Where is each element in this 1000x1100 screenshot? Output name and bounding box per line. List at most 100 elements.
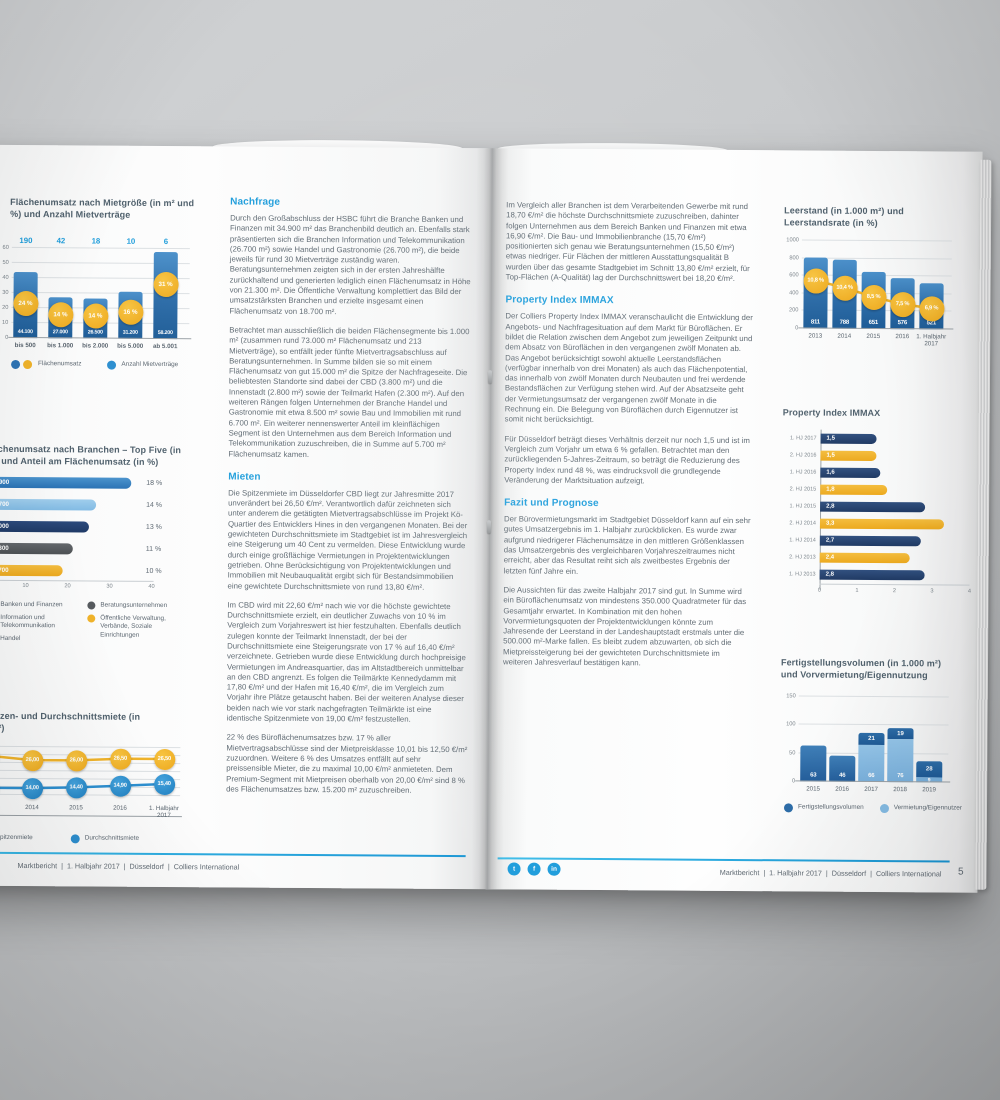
chart-legend: Fertigstellungsvolumen Vermietung/Eigenn… bbox=[783, 803, 965, 814]
y-tick: 50 bbox=[789, 750, 796, 757]
paragraph: Der Bürovermietungsmarkt im Stadtgebiet … bbox=[503, 514, 751, 576]
legend-dot bbox=[87, 614, 96, 623]
paragraph: Die Aussichten für das zweite Halbjahr 2… bbox=[502, 585, 747, 668]
staple bbox=[486, 520, 491, 534]
bar-value: 1,5 bbox=[826, 435, 835, 442]
legend-label: Durchschnittsmiete bbox=[84, 834, 140, 843]
row-label: 2. HJ 2015 bbox=[789, 485, 817, 493]
bar-segment-light: 76 bbox=[887, 739, 914, 783]
bar-value: 3,3 bbox=[825, 520, 835, 527]
y-tick: 800 bbox=[789, 254, 799, 262]
contract-count: 6 bbox=[163, 236, 169, 247]
paragraph: Im Vergleich aller Branchen ist dem Vera… bbox=[505, 200, 750, 284]
data-marker: 14,40 bbox=[65, 776, 87, 798]
bar-segment-dark: 28 bbox=[916, 761, 943, 778]
chart-plot: 27,50 26,00 26,00 26,50 26,50 14,00 14,0… bbox=[0, 744, 182, 819]
footer-text: Marktbericht | 1. Halbjahr 2017 | Düssel… bbox=[17, 860, 240, 872]
bar-value: 26.500 bbox=[87, 329, 103, 336]
x-category: 2014 bbox=[25, 804, 39, 812]
row-label: 2. HJ 2016 bbox=[789, 451, 817, 459]
y-tick: 1000 bbox=[786, 237, 799, 244]
bar: 3,3 bbox=[819, 518, 945, 530]
chart-title: Property Index IMMAX bbox=[782, 407, 881, 419]
legend-label: Anzahl Mietverträge bbox=[121, 360, 179, 369]
y-tick: 40 bbox=[2, 274, 9, 281]
legend-dot-yellow bbox=[23, 360, 33, 370]
x-tick: 2 bbox=[892, 587, 897, 594]
chart-title: Spitzen- und Durchschnittsmiete (in €/m²… bbox=[0, 710, 141, 733]
bar: 21.300 bbox=[0, 542, 73, 555]
section-heading: Property Index IMMAX bbox=[505, 294, 614, 307]
bar-value: 2,8 bbox=[825, 571, 834, 578]
paragraph: 22 % des Büroflächenumsatzes bzw. 17 % a… bbox=[226, 732, 468, 795]
share-badge: 14 % bbox=[82, 303, 108, 329]
x-category: 1. Halbjahr 2017 bbox=[148, 804, 179, 820]
share-label: 13 % bbox=[145, 523, 162, 531]
data-marker: 14,00 bbox=[21, 777, 43, 799]
x-category: 2015 bbox=[69, 804, 83, 812]
share-badge: 16 % bbox=[117, 299, 144, 325]
row-label: 1. HJ 2016 bbox=[789, 468, 817, 476]
bar: 2,4 bbox=[819, 552, 910, 564]
x-tick: 1 bbox=[855, 587, 859, 594]
y-tick: 0 bbox=[791, 778, 796, 785]
x-category: bis 500 bbox=[14, 341, 36, 350]
bar-value: 63 bbox=[810, 772, 817, 779]
contract-count: 42 bbox=[56, 236, 66, 246]
legend-label: Flächenumsatz bbox=[38, 360, 82, 368]
rate-badge: 8,5 % bbox=[860, 284, 887, 310]
bar-value: 25.000 bbox=[0, 522, 9, 530]
section-heading: Nachfrage bbox=[230, 196, 281, 208]
y-tick: 20 bbox=[2, 304, 9, 311]
chart-plot: 0 200 400 600 800 1000 811 788 651 576 5… bbox=[786, 237, 954, 347]
open-report-spread: Flächenumsatz nach Mietgröße (in m² und … bbox=[0, 139, 992, 893]
y-tick: 150 bbox=[786, 693, 796, 700]
legend-column: Banken und Finanzen Information und Tele… bbox=[0, 601, 79, 644]
bar-value: 58.200 bbox=[157, 329, 173, 337]
row-label: 1. HJ 2015 bbox=[789, 502, 817, 510]
paragraph: Durch den Großabschluss der HSBC führt d… bbox=[229, 213, 471, 316]
legend-dot bbox=[70, 834, 80, 844]
bar: 18.700 bbox=[0, 564, 63, 577]
rate-badge: 10,4 % bbox=[832, 275, 858, 301]
paragraph: Betrachtet man ausschließlich die beiden… bbox=[228, 325, 470, 459]
bar-value: 2,4 bbox=[825, 554, 835, 561]
share-badge: 24 % bbox=[12, 290, 39, 317]
chart-title: Flächenumsatz nach Branchen – Top Five (… bbox=[0, 443, 182, 467]
bar: 34.900 bbox=[0, 476, 132, 489]
footer-rule bbox=[497, 857, 950, 863]
chart-legend: Banken und Finanzen Information und Tele… bbox=[0, 601, 231, 642]
y-tick: 600 bbox=[789, 272, 799, 279]
x-category: bis 5.000 bbox=[117, 342, 144, 350]
section-heading: Mieten bbox=[228, 471, 261, 483]
facebook-glyph: f bbox=[532, 865, 536, 873]
right-text-column: Im Vergleich aller Branchen ist dem Vera… bbox=[503, 200, 754, 678]
paragraph: Der Colliers Property Index IMMAX verans… bbox=[504, 311, 753, 425]
paragraph: Im CBD wird mit 22,60 €/m² nach wie vor … bbox=[226, 600, 466, 724]
bar: 2,7 bbox=[819, 535, 921, 547]
legend-label: Spitzenmiete bbox=[0, 834, 33, 842]
bar: 26.700 bbox=[0, 498, 97, 511]
y-tick: 400 bbox=[789, 290, 799, 297]
legend-label: Information und Telekommunikation bbox=[0, 613, 55, 630]
chart-plot: 0 10 20 30 40 50 60 190 42 18 10 6 44.10… bbox=[2, 236, 192, 350]
y-tick: 200 bbox=[788, 307, 799, 314]
section-heading: Fazit und Prognose bbox=[504, 497, 599, 510]
bar-value: 21.300 bbox=[0, 544, 9, 552]
bar-value: 1,8 bbox=[826, 486, 835, 493]
legend-dot bbox=[879, 804, 889, 814]
stacked-bar: 21 66 bbox=[858, 732, 885, 783]
rate-badge: 10,8 % bbox=[803, 267, 829, 294]
x-tick: 20 bbox=[64, 583, 71, 590]
share-badge: 14 % bbox=[47, 302, 73, 328]
x-category: bis 1.000 bbox=[47, 342, 74, 350]
right-page: Im Vergleich aller Branchen ist dem Vera… bbox=[487, 148, 983, 893]
x-tick: 3 bbox=[930, 587, 934, 594]
social-icons: t f in bbox=[507, 862, 561, 876]
x-category: ab 5.001 bbox=[152, 342, 178, 351]
legend-label: Handel bbox=[0, 634, 21, 642]
row-label: 1. HJ 2014 bbox=[789, 536, 816, 544]
bar: 46 bbox=[829, 755, 856, 782]
legend-label: Banken und Finanzen bbox=[0, 600, 63, 609]
x-category: 2016 bbox=[113, 804, 127, 812]
